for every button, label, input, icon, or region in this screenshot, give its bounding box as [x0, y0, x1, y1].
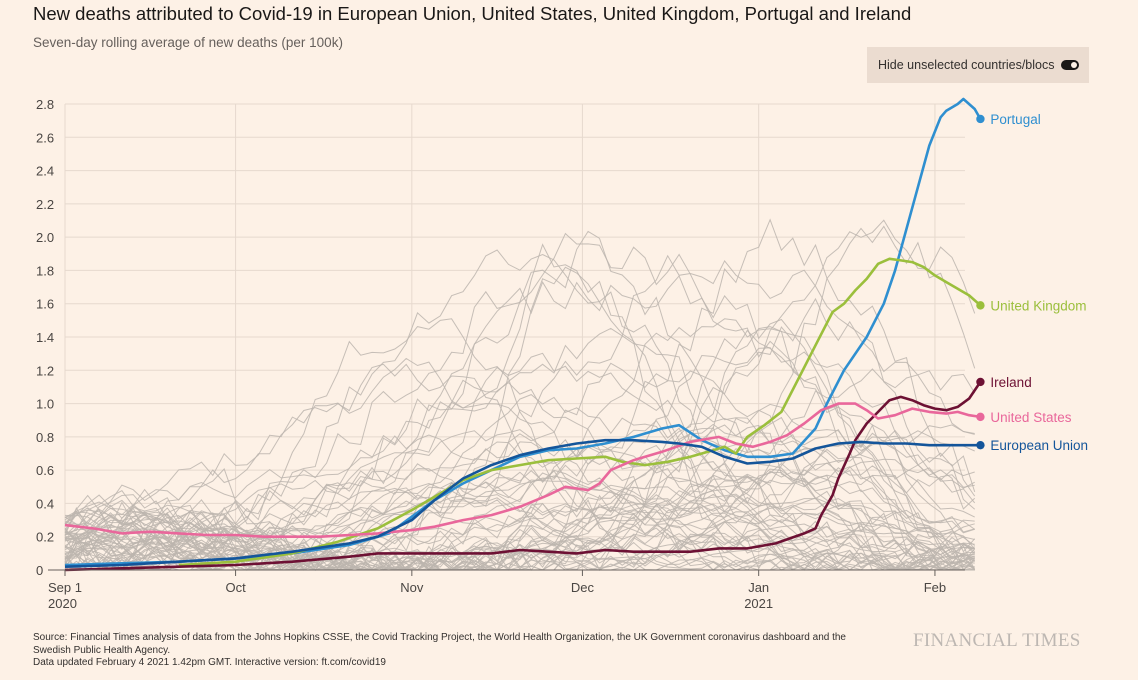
y-tick-label: 2.2 — [36, 197, 54, 212]
y-tick-label: 2.8 — [36, 97, 54, 112]
x-tick-label: Feb — [924, 580, 946, 595]
background-country-line — [64, 318, 975, 571]
x-tick-label: Dec — [571, 580, 595, 595]
x-tick-label: Nov — [400, 580, 424, 595]
background-country-line — [64, 218, 976, 571]
x-tick-label: Oct — [225, 580, 246, 595]
series-labels: Portugal United Kingdom Ireland United Stat… — [990, 112, 1088, 453]
y-tick-label: 1.2 — [36, 363, 54, 378]
y-tick-label: 2.6 — [36, 130, 54, 145]
series-label-united-kingdom: United Kingdom — [990, 298, 1086, 313]
series-label-united-states: United States — [990, 410, 1071, 425]
y-tick-label: 0.6 — [36, 463, 54, 478]
background-country-line — [64, 249, 975, 572]
line-chart: 0 0.2 0.4 0.6 0.8 1.0 1.2 1.4 1.6 1.8 2.0 2.2 2.4 2.6… — [36, 97, 1088, 611]
data-updated: Data updated February 4 2021 1.42pm GMT.… — [33, 657, 386, 668]
toggle-switch-icon[interactable] — [1061, 60, 1079, 70]
ft-logo: FINANCIAL TIMES — [913, 630, 1081, 651]
background-country-line — [64, 438, 975, 570]
y-tick-label: 1.4 — [36, 330, 54, 345]
background-country-line — [64, 232, 976, 569]
series-line-united-states — [64, 402, 981, 539]
background-country-line — [64, 347, 976, 571]
series-line-ireland — [64, 381, 982, 572]
background-country-line — [64, 297, 975, 571]
source-line-2: Swedish Public Health Agency. — [33, 644, 171, 656]
y-tick-label: 2.0 — [36, 230, 54, 245]
x-tick-sublabel: 2021 — [744, 596, 773, 611]
y-tick-label: 1.6 — [36, 297, 54, 312]
hide-unselected-toggle[interactable]: Hide unselected countries/blocs — [867, 47, 1089, 83]
y-tick-label: 2.4 — [36, 164, 54, 179]
series-label-portugal: Portugal — [990, 112, 1040, 127]
footer-source: Source: Financial Times analysis of data… — [33, 632, 913, 670]
source-line-1: Source: Financial Times analysis of data… — [33, 632, 846, 643]
background-country-line — [64, 423, 975, 571]
toggle-knob — [1071, 62, 1077, 68]
chart-title: New deaths attributed to Covid-19 in Eur… — [33, 3, 912, 24]
chart-axes: 0 0.2 0.4 0.6 0.8 1.0 1.2 1.4 1.6 1.8 2.0 2.2 2.4 2.6… — [36, 97, 965, 611]
series-endpoint-european-union — [976, 440, 985, 450]
toggle-label: Hide unselected countries/blocs — [878, 58, 1055, 72]
background-country-line — [64, 429, 975, 566]
y-tick-label: 0.2 — [36, 530, 54, 545]
y-tick-label: 0.8 — [36, 430, 54, 445]
background-country-line — [64, 468, 975, 571]
background-country-line — [64, 437, 975, 551]
series-label-european-union: European Union — [990, 438, 1088, 453]
y-tick-label: 0.4 — [36, 496, 54, 511]
series-line-united-kingdom — [178, 257, 982, 567]
x-tick-sublabel: 2020 — [48, 596, 77, 611]
y-tick-label: 0 — [36, 563, 43, 578]
series-endpoint-ireland — [976, 377, 985, 387]
background-country-line — [64, 424, 976, 571]
background-country-lines — [64, 218, 976, 572]
background-country-line — [64, 219, 976, 571]
chart-subtitle: Seven-day rolling average of new deaths … — [33, 35, 343, 50]
series-endpoint-united-kingdom — [976, 301, 985, 310]
y-tick-label: 1.0 — [36, 397, 54, 412]
x-tick-label: Sep 1 — [48, 580, 82, 595]
series-endpoint-united-states — [976, 412, 985, 422]
y-tick-label: 1.8 — [36, 263, 54, 278]
series-endpoint-portugal — [976, 114, 985, 124]
highlighted-series — [64, 97, 985, 572]
background-country-line — [64, 479, 975, 564]
x-tick-label: Jan — [748, 580, 769, 595]
background-country-line — [64, 471, 975, 563]
series-label-ireland: Ireland — [990, 375, 1031, 390]
series-line-european-union — [64, 438, 981, 568]
